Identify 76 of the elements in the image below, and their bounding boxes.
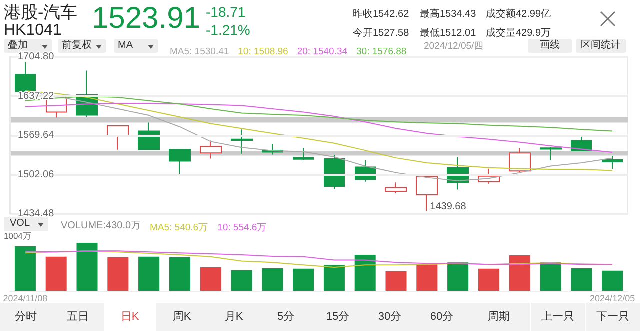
bar [138,256,160,291]
text: 日K [104,303,156,331]
bar [478,268,500,291]
candlestick [15,62,36,92]
text: 周K [172,310,192,325]
text: 昨收1542.62 [353,8,410,21]
x-tick-label: 2024/11/08 [3,294,48,304]
text: 30: 1576.88 [356,46,407,58]
text: 前复权 [58,39,106,53]
annotation: 1439.68 [430,201,467,212]
text: 画线 [528,39,572,53]
bar [46,256,67,291]
text: 5分 [276,310,296,325]
text: 月K [224,310,244,325]
text: -1.21% [206,22,250,38]
candlestick [385,182,407,194]
text: 最高1534.43 [420,8,476,21]
text: 60分 [429,310,455,325]
y-tick-label: 1704.80 [18,52,55,62]
text: MA5: 1530.41 [170,46,230,58]
y-tick-label: 1569.64 [18,130,55,141]
bar [76,243,98,291]
x-tick-label: 2024/12/05 [590,294,636,304]
bar [231,270,252,291]
bar [169,257,190,291]
candlestick [169,149,191,177]
candlestick [540,146,562,161]
bar [571,268,592,291]
text: 20: 1540.34 [297,46,348,58]
bar [354,255,376,291]
bar [293,268,314,291]
bar [200,267,222,291]
bar [416,264,438,291]
candlestick [200,140,222,160]
y-tick-label: 1434.48 [18,208,55,220]
text: MA5: 540.6万 [150,222,209,234]
candlestick [231,129,253,154]
text: MA [114,39,158,53]
text: 30分 [377,310,403,325]
chart-subtitle: HK1041 [4,22,62,40]
y-tick-label: 1637.22 [18,90,55,102]
text: 最低1512.01 [420,27,476,40]
bar [540,262,562,291]
text: 叠加 [4,39,52,53]
text: 上一只 [530,303,585,331]
text: 周期 [487,310,511,325]
bar [386,271,407,291]
bar [602,270,624,291]
text: 10: 1508.96 [238,46,288,58]
bar [324,265,345,291]
text: 分时 [14,310,38,325]
text: 10: 554.6万 [218,222,268,234]
bar [448,262,469,291]
y-tick-label: 1502.06 [18,169,55,180]
candlestick [602,155,623,170]
text: 五日 [66,310,90,325]
bar [509,255,530,291]
text: 1004万 [4,231,32,241]
bar [262,268,284,291]
candlestick [324,154,345,190]
text: -18.71 [206,4,246,20]
chart-title: 港股-汽车 [4,3,78,23]
text: 成交额42.99亿 [486,8,552,21]
text: 今开1527.58 [353,27,410,40]
candlestick [293,148,314,161]
candlestick [509,148,531,174]
text: 2024/12/05/四 [424,40,484,53]
text: 下一只 [585,303,640,331]
text: 1523.91 [92,2,200,36]
chart-title: VOLUME:430.0万 [61,220,142,232]
text: VOL [4,217,48,231]
text: 区间统计 [576,39,626,53]
bar [14,246,36,291]
bar [108,257,129,291]
text: 成交量429.9万 [486,26,552,40]
text: 15分 [325,310,351,325]
